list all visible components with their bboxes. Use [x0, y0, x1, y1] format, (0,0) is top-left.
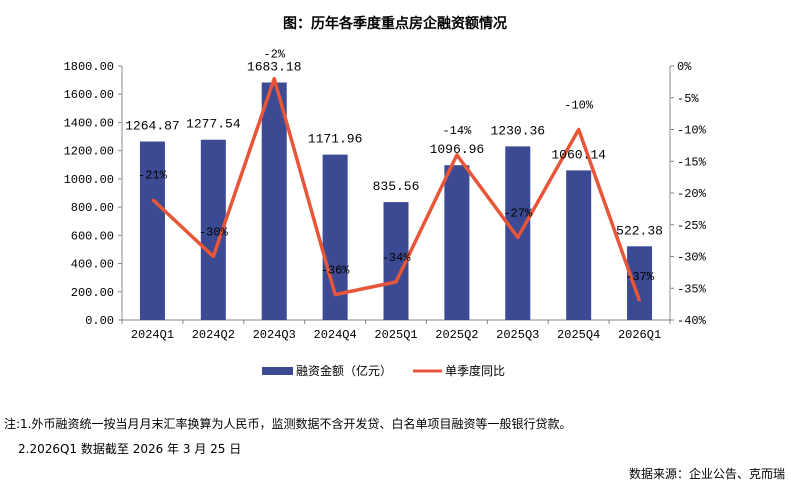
legend-line-label: 单季度同比 — [445, 363, 505, 378]
line-data-label: -30% — [199, 226, 229, 240]
x-tick-label: 2024Q4 — [314, 328, 357, 342]
bar-data-label: 522.38 — [616, 223, 663, 238]
x-tick-label: 2025Q2 — [435, 328, 478, 342]
x-tick-label: 2025Q3 — [496, 328, 539, 342]
x-tick-label: 2024Q2 — [192, 328, 235, 342]
right-tick-label: -20% — [677, 187, 707, 201]
legend: 融资金额（亿元） 单季度同比 — [262, 363, 505, 378]
right-tick-label: -10% — [677, 124, 707, 138]
bar-data-label: 1264.87 — [125, 119, 180, 134]
left-tick-label: 1800.00 — [64, 60, 114, 74]
x-tick-label: 2024Q1 — [131, 328, 174, 342]
x-tick-label: 2026Q1 — [618, 328, 661, 342]
chart-svg: 图：历年各季度重点房企融资额情况 0.00 200.00 400.00 600.00 8… — [64, 15, 707, 378]
line-data-label: -2% — [263, 48, 285, 62]
right-tick-label: 0% — [677, 60, 692, 74]
bar-data-label: 835.56 — [373, 179, 420, 194]
bar-data-label: 1171.96 — [308, 132, 363, 147]
left-tick-label: 1200.00 — [64, 145, 114, 159]
legend-bar-label: 融资金额（亿元） — [296, 363, 392, 378]
right-tick-label: -35% — [677, 282, 707, 296]
right-tick-label: -15% — [677, 155, 707, 169]
left-tick-label: 1400.00 — [64, 116, 114, 130]
bar — [627, 246, 653, 320]
x-tick-label: 2024Q3 — [253, 328, 296, 342]
note-line-2: 2.2026Q1 数据截至 2026 年 3 月 25 日 — [18, 442, 242, 456]
line-data-label: -21% — [138, 168, 168, 182]
x-tick-label: 2025Q4 — [557, 328, 600, 342]
left-tick-label: 400.00 — [71, 258, 114, 272]
bar — [261, 82, 287, 321]
x-tick-label: 2025Q1 — [374, 328, 417, 342]
right-tick-label: -30% — [677, 251, 707, 265]
bar — [566, 170, 592, 320]
left-tick-label: 1600.00 — [64, 88, 114, 102]
bar-data-label: 1683.18 — [247, 59, 302, 74]
right-tick-label: -25% — [677, 219, 707, 233]
bar — [444, 165, 470, 320]
line-data-label: -27% — [503, 206, 533, 220]
left-tick-label: 200.00 — [71, 286, 114, 300]
line-data-label: -10% — [564, 99, 594, 113]
bar-data-label: 1096.96 — [430, 142, 485, 157]
line-data-label: -14% — [442, 124, 472, 138]
left-tick-label: 1000.00 — [64, 173, 114, 187]
line-data-label: -36% — [321, 264, 351, 278]
line-data-label: -34% — [382, 251, 412, 265]
right-tick-label: -5% — [677, 92, 699, 106]
legend-bar-swatch — [262, 367, 293, 375]
note-line-1: 注:1.外币融资统一按当月月末汇率换算为人民币，监测数据不含开发贷、白名单项目融… — [4, 417, 572, 431]
bar-data-label: 1060.14 — [551, 147, 606, 162]
bar-data-label: 1277.54 — [186, 117, 241, 132]
bar-data-label: 1230.36 — [490, 123, 545, 138]
left-tick-label: 0.00 — [85, 314, 114, 328]
left-tick-label: 800.00 — [71, 201, 114, 215]
right-tick-label: -40% — [677, 314, 707, 328]
left-tick-label: 600.00 — [71, 229, 114, 243]
bar — [139, 141, 165, 320]
line-data-label: -37% — [625, 270, 655, 284]
bar — [505, 146, 531, 320]
chart-title: 图：历年各季度重点房企融资额情况 — [283, 15, 507, 32]
source-note: 数据来源：企业公告、克而瑞 — [628, 467, 785, 481]
